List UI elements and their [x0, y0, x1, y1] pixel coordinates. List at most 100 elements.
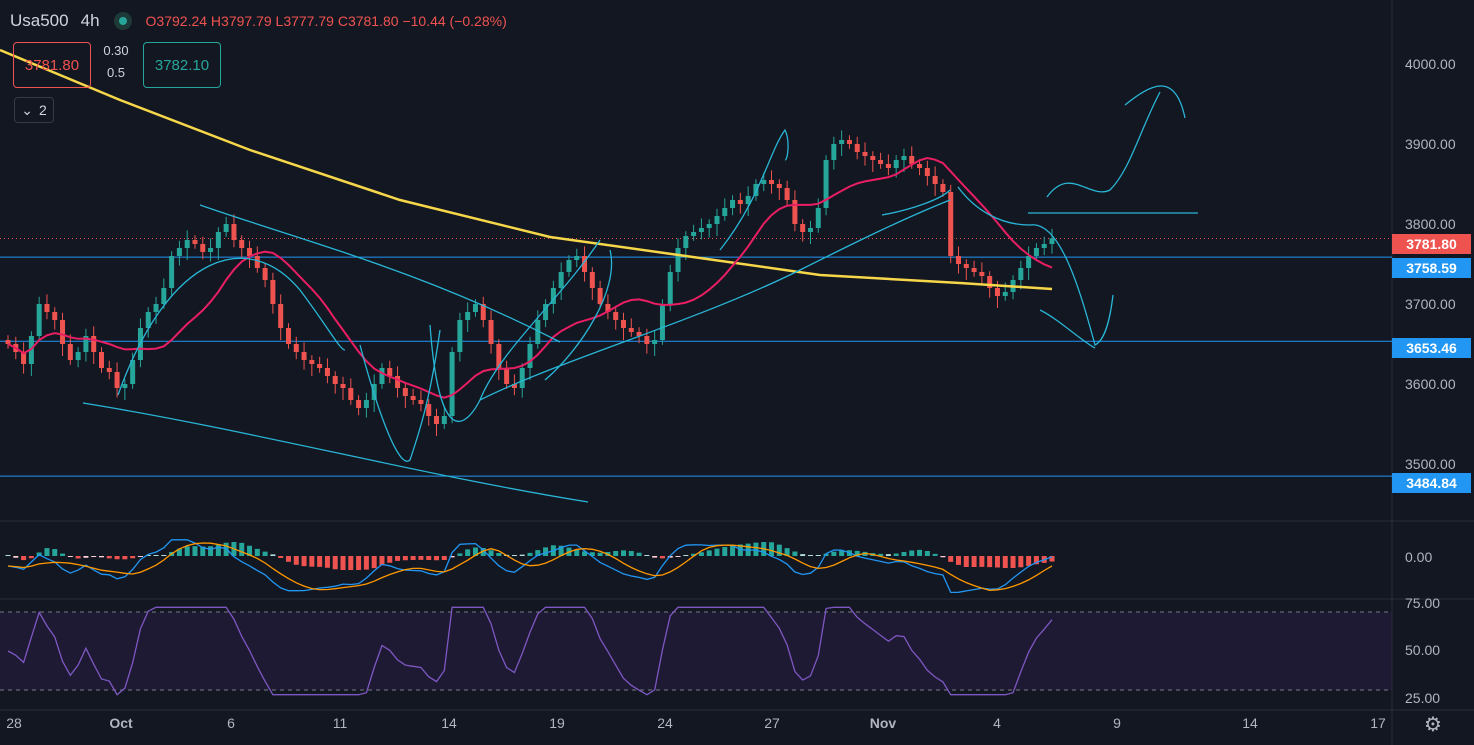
macd-histogram-bar [285, 556, 291, 562]
macd-histogram-bar [940, 556, 946, 558]
candle [854, 144, 860, 152]
macd-histogram-bar [395, 556, 401, 561]
macd-histogram-bar [106, 556, 112, 559]
hline-price-tag: 3484.84 [1392, 473, 1471, 493]
macd-histogram-bar [784, 548, 790, 556]
macd-histogram-bar [948, 556, 954, 562]
timeframe[interactable]: 4h [80, 11, 100, 30]
macd-histogram-bar [558, 545, 564, 556]
macd-histogram-bar [675, 556, 681, 557]
trend-drawing [957, 186, 1114, 346]
candle [605, 304, 611, 312]
rsi-tick-label: 75.00 [1405, 595, 1440, 611]
candle [67, 344, 73, 360]
macd-histogram-bar [184, 546, 190, 556]
candle [348, 388, 354, 400]
trend-drawing [199, 204, 561, 343]
candle [457, 320, 463, 352]
macd-histogram-bar [644, 555, 650, 556]
candle [698, 228, 704, 232]
candle [932, 176, 938, 184]
candle [815, 208, 821, 228]
candle [169, 256, 175, 288]
macd-histogram-bar [130, 556, 136, 559]
candle [683, 236, 689, 248]
last-price-tag: 3781.80 [1392, 234, 1471, 254]
candle [278, 304, 284, 328]
ma-fast-line [7, 156, 1053, 399]
candle [418, 400, 424, 404]
macd-histogram-bar [457, 553, 463, 556]
candle [208, 248, 214, 252]
candle [862, 152, 868, 156]
symbol-name[interactable]: Usa500 [10, 11, 69, 30]
trend-drawing [1124, 85, 1186, 119]
macd-histogram-bar [714, 548, 720, 556]
macd-histogram-bar [434, 556, 440, 561]
macd-histogram-bar [582, 551, 588, 556]
gear-icon[interactable]: ⚙ [1424, 714, 1442, 736]
time-tick-label: 9 [1113, 715, 1121, 731]
rsi-band [0, 612, 1392, 690]
candle [363, 400, 369, 408]
candle [441, 416, 447, 424]
candle [239, 240, 245, 248]
macd-histogram-bar [496, 553, 502, 556]
buy-button[interactable]: 3782.10 [143, 42, 221, 88]
candle [317, 364, 323, 368]
macd-histogram-bar [1033, 556, 1039, 565]
candle [792, 200, 798, 224]
candle [44, 304, 50, 312]
candle [956, 256, 962, 264]
rsi-line [7, 606, 1053, 696]
candle [745, 196, 751, 204]
macd-histogram-bar [667, 556, 673, 558]
macd-histogram-bar [426, 556, 432, 560]
macd-histogram-bar [21, 556, 27, 561]
macd-histogram-bar [1049, 556, 1055, 562]
candle [597, 288, 603, 304]
candle [940, 184, 946, 192]
macd-histogram-bar [730, 545, 736, 556]
candle [52, 312, 58, 320]
trend-drawing [82, 402, 589, 503]
macd-histogram-bar [706, 550, 712, 556]
macd-histogram-bar [387, 556, 393, 563]
macd-histogram-bar [963, 556, 969, 567]
candle [527, 344, 533, 368]
macd-histogram-bar [114, 556, 120, 560]
candle [145, 312, 151, 328]
candle [5, 340, 11, 344]
candle [924, 168, 930, 176]
indicators-toggle-button[interactable]: ⌄ 2 [14, 97, 54, 123]
macd-histogram-bar [753, 542, 759, 556]
sell-button[interactable]: 3781.80 [13, 42, 91, 88]
macd-histogram-bar [683, 555, 689, 556]
candle [192, 240, 198, 244]
candle [262, 268, 268, 280]
hline-price-tag: 3758.59 [1392, 258, 1471, 278]
price-tick-label: 3700.00 [1405, 296, 1456, 312]
macd-histogram-bar [924, 551, 930, 556]
macd-histogram-bar [769, 542, 775, 556]
chevron-down-icon: ⌄ [21, 101, 33, 118]
macd-tick-label: 0.00 [1405, 549, 1432, 565]
macd-histogram-bar [691, 553, 697, 556]
macd-histogram-bar [215, 544, 221, 556]
candle [620, 320, 626, 328]
candle [987, 276, 993, 288]
macd-panel [0, 521, 1392, 599]
macd-histogram-bar [52, 549, 58, 556]
candle [301, 352, 307, 360]
macd-line [7, 539, 1053, 594]
candle [480, 304, 486, 320]
candle [652, 340, 658, 344]
time-tick-label: 17 [1370, 715, 1386, 731]
candle [434, 416, 440, 424]
candle [519, 368, 525, 388]
candle [667, 272, 673, 304]
candle [613, 312, 619, 320]
macd-histogram-bar [208, 546, 214, 556]
open-value: O3792.24 [145, 13, 208, 29]
